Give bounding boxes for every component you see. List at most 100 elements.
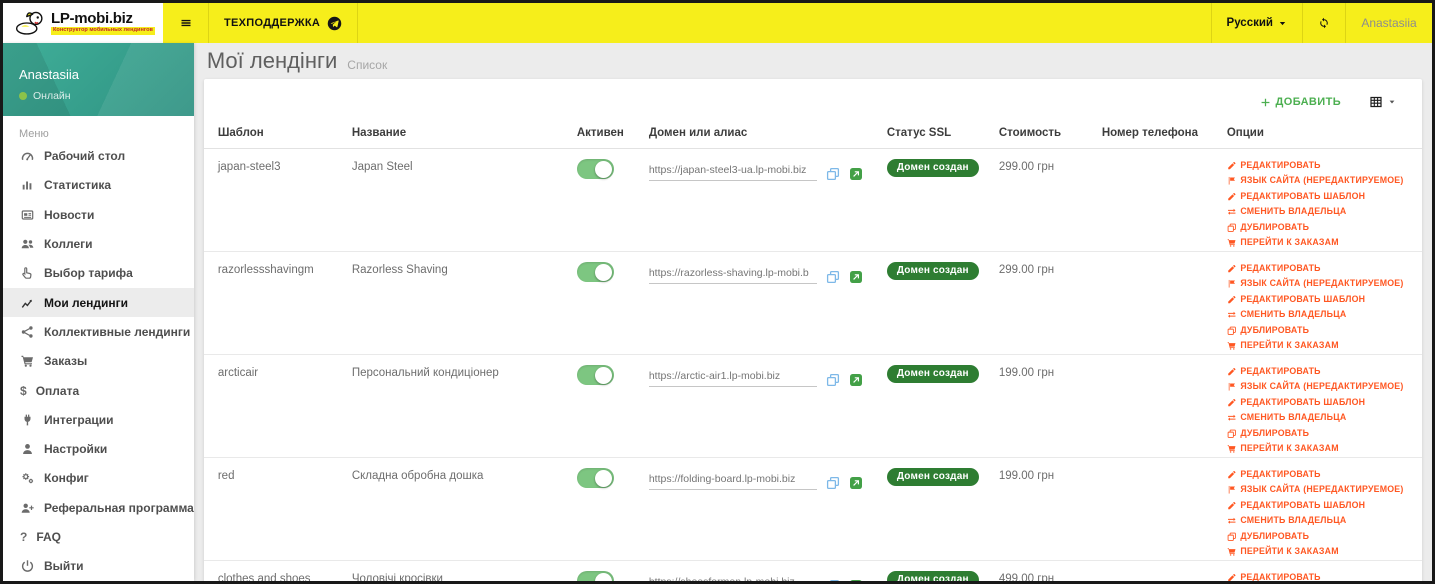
duplicate-icon [1227,223,1237,233]
cell-ssl: Домен создан [876,457,989,561]
copy-icon[interactable] [826,579,840,581]
option-duplicate-link[interactable]: ДУБЛИРОВАТЬ [1227,220,1412,235]
active-toggle[interactable] [576,365,614,385]
option-site-language-link[interactable]: ЯЗЫК САЙТА (НЕРЕДАКТИРУЕМОЕ) [1227,482,1412,497]
sidebar-item-integrations[interactable]: Интеграции [3,405,194,434]
sidebar-item-news[interactable]: Новости [3,200,194,229]
main-content: Мої лендінги Список ДОБАВИТЬ [194,43,1432,581]
option-change-owner-link[interactable]: СМЕНИТЬ ВЛАДЕЛЬЦА [1227,410,1412,425]
duplicate-icon [1227,326,1237,336]
page-subtitle: Список [347,57,388,72]
sidebar-item-colleagues[interactable]: Коллеги [3,229,194,258]
option-edit-link[interactable]: РЕДАКТИРОВАТЬ [1227,570,1412,582]
sidebar-item-label: Мои лендинги [44,295,129,310]
active-toggle[interactable] [576,262,614,282]
option-duplicate-link[interactable]: ДУБЛИРОВАТЬ [1227,323,1412,338]
news-icon [20,208,35,222]
external-link-icon[interactable] [849,373,863,387]
copy-icon[interactable] [826,476,840,490]
chevron-down-icon [1388,98,1396,106]
domain-input[interactable] [648,164,817,181]
active-toggle[interactable] [576,571,614,581]
logo[interactable]: LP-mobi.biz Конструктор мобильных лендин… [3,3,163,43]
cogs-icon [20,471,35,485]
option-change-owner-link[interactable]: СМЕНИТЬ ВЛАДЕЛЬЦА [1227,513,1412,528]
domain-input[interactable] [648,370,817,387]
option-site-language-link[interactable]: ЯЗЫК САЙТА (НЕРЕДАКТИРУЕМОЕ) [1227,276,1412,291]
external-link-icon[interactable] [849,167,863,181]
sidebar-item-config[interactable]: Конфиг [3,464,194,493]
option-edit-link[interactable]: РЕДАКТИРОВАТЬ [1227,364,1412,379]
cell-template: clothes and shoes [203,560,342,581]
menu-toggle-button[interactable] [163,3,209,43]
sidebar-item-desktop[interactable]: Рабочий стол [3,142,194,171]
option-change-owner-link[interactable]: СМЕНИТЬ ВЛАДЕЛЬЦА [1227,307,1412,322]
copy-icon[interactable] [826,270,840,284]
support-button[interactable]: ТЕХПОДДЕРЖКА [209,3,359,43]
external-link-icon[interactable] [849,476,863,490]
add-button[interactable]: ДОБАВИТЬ [1260,96,1342,108]
option-go-to-orders-link[interactable]: ПЕРЕЙТИ К ЗАКАЗАМ [1227,235,1412,250]
option-label: СМЕНИТЬ ВЛАДЕЛЬЦА [1240,515,1347,526]
option-go-to-orders-link[interactable]: ПЕРЕЙТИ К ЗАКАЗАМ [1227,544,1412,559]
language-label: Русский [1226,17,1273,29]
cell-ssl: Домен создан [876,148,989,252]
sidebar-item-collective-landings[interactable]: Коллективные лендинги [3,317,194,346]
option-duplicate-link[interactable]: ДУБЛИРОВАТЬ [1227,426,1412,441]
option-go-to-orders-link[interactable]: ПЕРЕЙТИ К ЗАКАЗАМ [1227,338,1412,353]
edit-icon [1227,501,1237,511]
option-label: РЕДАКТИРОВАТЬ [1240,572,1321,582]
option-label: ПЕРЕЙТИ К ЗАКАЗАМ [1240,443,1339,454]
copy-icon[interactable] [826,167,840,181]
cell-domain [638,457,877,561]
option-duplicate-link[interactable]: ДУБЛИРОВАТЬ [1227,529,1412,544]
option-edit-template-link[interactable]: РЕДАКТИРОВАТЬ ШАБЛОН [1227,189,1412,204]
sidebar-item-label: Конфиг [44,471,89,486]
domain-input[interactable] [648,576,817,581]
option-label: ПЕРЕЙТИ К ЗАКАЗАМ [1240,340,1339,351]
sidebar-item-logout[interactable]: Выйти [3,552,194,581]
sidebar-item-label: FAQ [36,530,62,545]
sidebar-item-my-landings[interactable]: Мои лендинги [3,288,194,318]
option-site-language-link[interactable]: ЯЗЫК САЙТА (НЕРЕДАКТИРУЕМОЕ) [1227,379,1412,394]
language-dropdown[interactable]: Русский [1210,3,1302,43]
sidebar-item-label: Выйти [44,559,84,574]
cart-icon [1227,444,1237,454]
cell-name: Персональний кондиціонер [341,354,567,458]
active-toggle[interactable] [576,468,614,488]
refresh-button[interactable] [1302,3,1346,43]
option-edit-template-link[interactable]: РЕДАКТИРОВАТЬ ШАБЛОН [1227,498,1412,513]
online-status-dot [19,92,27,100]
copy-icon[interactable] [826,373,840,387]
question-icon: ? [20,530,28,545]
user-menu[interactable]: Anastasiia [1346,3,1432,43]
cell-price: 299.00 грн [988,148,1092,252]
external-link-icon[interactable] [849,270,863,284]
option-edit-template-link[interactable]: РЕДАКТИРОВАТЬ ШАБЛОН [1227,292,1412,307]
domain-input[interactable] [648,473,817,490]
active-toggle[interactable] [576,159,614,179]
option-go-to-orders-link[interactable]: ПЕРЕЙТИ К ЗАКАЗАМ [1227,441,1412,456]
option-site-language-link[interactable]: ЯЗЫК САЙТА (НЕРЕДАКТИРУЕМОЕ) [1227,173,1412,188]
hand-pointer-icon [20,266,35,280]
exchange-icon [1227,310,1237,320]
sidebar-item-tariff[interactable]: Выбор тарифа [3,259,194,288]
option-change-owner-link[interactable]: СМЕНИТЬ ВЛАДЕЛЬЦА [1227,204,1412,219]
sidebar-item-settings[interactable]: Настройки [3,435,194,464]
option-label: СМЕНИТЬ ВЛАДЕЛЬЦА [1240,412,1347,423]
table-view-button[interactable] [1369,95,1396,109]
sidebar-item-orders[interactable]: Заказы [3,347,194,376]
page-title: Мої лендінги [206,48,338,73]
toggle-knob [595,572,613,581]
option-edit-link[interactable]: РЕДАКТИРОВАТЬ [1227,467,1412,482]
option-edit-template-link[interactable]: РЕДАКТИРОВАТЬ ШАБЛОН [1227,395,1412,410]
sidebar-item-faq[interactable]: ? FAQ [3,522,194,551]
domain-input[interactable] [648,267,817,284]
sidebar-item-payment[interactable]: $ Оплата [3,376,194,405]
edit-icon [1227,470,1237,480]
external-link-icon[interactable] [849,579,863,581]
sidebar-item-referral[interactable]: Реферальная программа [3,493,194,522]
sidebar-item-statistics[interactable]: Статистика [3,171,194,200]
option-edit-link[interactable]: РЕДАКТИРОВАТЬ [1227,158,1412,173]
option-edit-link[interactable]: РЕДАКТИРОВАТЬ [1227,261,1412,276]
